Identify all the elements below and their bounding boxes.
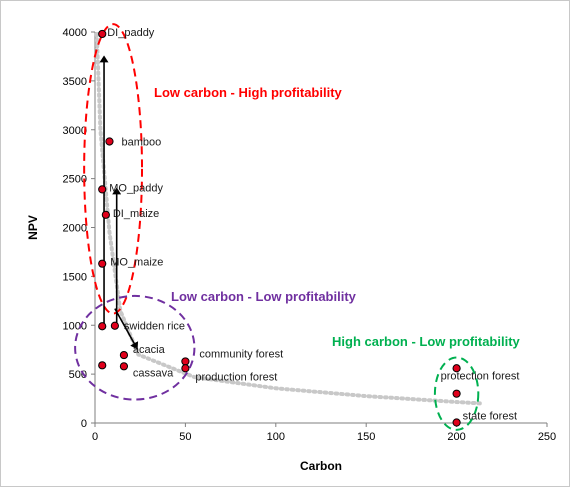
x-tick-label: 0	[92, 431, 98, 443]
zone-label: Low carbon - High profitability	[154, 85, 343, 100]
data-point	[452, 389, 461, 398]
data-point	[181, 357, 190, 366]
x-tick-label: 200	[447, 431, 465, 443]
data-point	[119, 350, 129, 360]
x-tick-label: 50	[179, 431, 191, 443]
data-point	[452, 364, 461, 373]
data-point	[105, 137, 114, 146]
data-point	[98, 322, 107, 331]
x-tick-label: 250	[538, 431, 556, 443]
point-label: acacia	[133, 344, 166, 356]
data-point	[98, 361, 107, 370]
point-label: state forest	[463, 411, 517, 423]
point-label: DI_maize	[113, 208, 159, 220]
zone-ellipse	[74, 294, 196, 401]
zone-label: High carbon - Low profitability	[332, 334, 521, 349]
x-axis-title: Carbon	[300, 459, 342, 473]
point-label: production forest	[195, 371, 277, 383]
point-label: bamboo	[121, 136, 161, 148]
zone-ellipse	[83, 23, 144, 315]
y-tick-label: 0	[81, 418, 87, 430]
y-tick-label: 3500	[63, 76, 87, 88]
point-label: swidden rice	[124, 321, 185, 333]
y-axis-title: NPV	[26, 215, 40, 240]
x-tick-label: 150	[357, 431, 375, 443]
point-label: cassava	[133, 367, 174, 379]
data-point	[98, 29, 107, 39]
data-point	[452, 418, 461, 427]
trend-arrow	[114, 308, 139, 350]
y-tick-label: 1000	[63, 320, 87, 332]
point-label: MO_maize	[110, 257, 163, 269]
y-tick-label: 1500	[63, 271, 87, 283]
y-tick-label: 2500	[63, 174, 87, 186]
data-point	[101, 210, 110, 219]
data-point	[98, 185, 107, 194]
trend-line	[94, 32, 483, 406]
point-label: DI_paddy	[107, 27, 155, 39]
y-tick-label: 3000	[63, 125, 87, 137]
data-point	[98, 259, 107, 268]
x-tick-label: 100	[267, 431, 285, 443]
zone-ellipse	[433, 356, 480, 431]
y-tick-label: 2000	[63, 223, 87, 235]
data-point	[181, 364, 190, 373]
point-label: community forest	[199, 348, 283, 360]
data-point	[119, 362, 129, 371]
data-point	[110, 321, 119, 330]
zone-label: Low carbon - Low profitability	[171, 289, 357, 304]
y-tick-label: 4000	[63, 27, 87, 39]
point-label: protection forest	[441, 371, 520, 383]
point-label: MO_paddy	[109, 182, 163, 194]
